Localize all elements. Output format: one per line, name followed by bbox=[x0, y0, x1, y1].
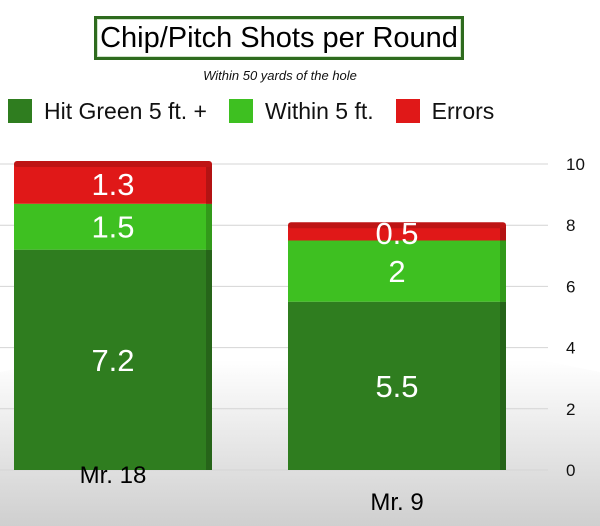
legend-swatch-hit-green bbox=[8, 99, 32, 123]
bar-segment-edge bbox=[206, 203, 212, 250]
data-label: 1.5 bbox=[91, 210, 134, 245]
category-label: Mr. 18 bbox=[80, 462, 147, 489]
y-tick-label: 8 bbox=[566, 216, 575, 235]
y-tick-label: 6 bbox=[566, 277, 575, 296]
bar-segment-face bbox=[288, 301, 506, 470]
chart-title: Chip/Pitch Shots per Round bbox=[94, 16, 464, 60]
bar-segment bbox=[288, 222, 506, 241]
data-label: 7.2 bbox=[91, 343, 134, 378]
legend-label-hit-green: Hit Green 5 ft. + bbox=[44, 97, 207, 124]
bar-segment bbox=[288, 301, 506, 470]
bar-segment-edge bbox=[500, 225, 506, 241]
bar-segment bbox=[14, 249, 212, 470]
bar-segment-face bbox=[288, 240, 506, 302]
bar-segment bbox=[288, 240, 506, 302]
data-label: 2 bbox=[388, 254, 405, 289]
bar-segment bbox=[14, 203, 212, 250]
category-label: Mr. 9 bbox=[370, 489, 423, 516]
y-tick-label: 10 bbox=[566, 155, 585, 174]
bar-segment-face bbox=[288, 225, 506, 241]
legend-label-within-5ft: Within 5 ft. bbox=[265, 97, 374, 124]
legend-swatch-within-5ft bbox=[229, 99, 253, 123]
bar-segment-edge bbox=[500, 240, 506, 302]
legend: Hit Green 5 ft. + Within 5 ft. Errors bbox=[8, 96, 516, 126]
legend-label-errors: Errors bbox=[431, 97, 495, 124]
chart-subtitle: Within 50 yards of the hole bbox=[203, 68, 357, 83]
bar-segment-edge bbox=[500, 301, 506, 470]
bar-segment-top bbox=[14, 161, 212, 167]
data-label: 1.3 bbox=[91, 167, 134, 202]
bar-segment-edge bbox=[206, 249, 212, 470]
data-label: 5.5 bbox=[375, 369, 418, 404]
bar-segment bbox=[14, 161, 212, 204]
bar-segment-face bbox=[14, 164, 212, 204]
y-tick-label: 4 bbox=[566, 339, 575, 358]
y-tick-label: 0 bbox=[566, 461, 575, 480]
bar-segment-face bbox=[14, 203, 212, 250]
legend-item-hit-green: Hit Green 5 ft. + bbox=[8, 98, 207, 125]
legend-item-within-5ft: Within 5 ft. bbox=[229, 98, 374, 125]
bar-segment-top bbox=[288, 222, 506, 229]
bar-segment-face bbox=[14, 249, 212, 470]
legend-item-errors: Errors bbox=[395, 97, 495, 125]
bar-segment-edge bbox=[206, 164, 212, 204]
y-tick-label: 2 bbox=[566, 400, 575, 419]
data-label: 0.5 bbox=[375, 216, 418, 251]
legend-swatch-errors bbox=[395, 99, 420, 123]
